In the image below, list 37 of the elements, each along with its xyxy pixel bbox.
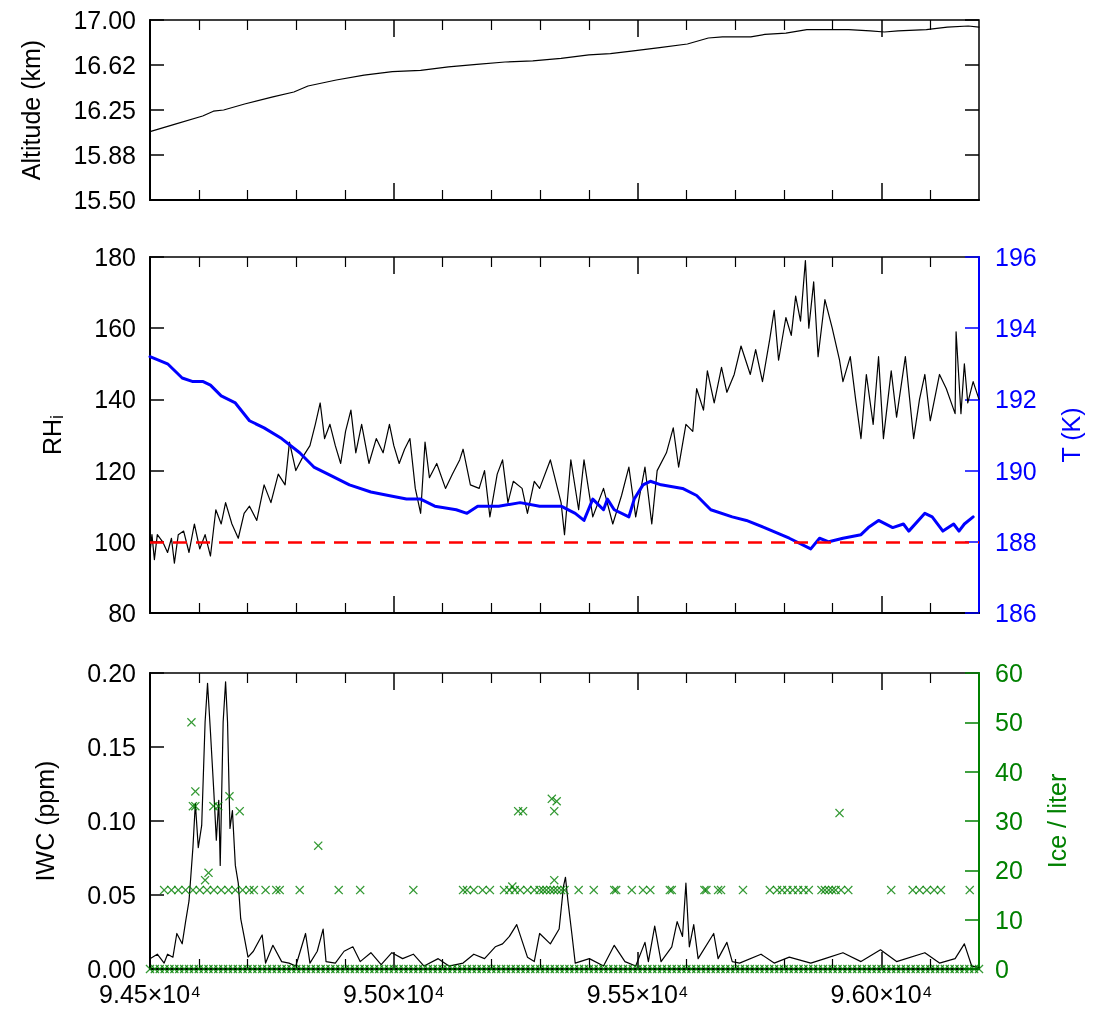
y-tick-label: 80 [108, 599, 136, 627]
y2-tick-label: 190 [995, 456, 1037, 485]
x-tick-label: 9.60×10⁴ [830, 979, 933, 1008]
y-tick-label: 0.05 [87, 881, 136, 909]
y2-tick-label: 196 [995, 243, 1037, 271]
x-tick-label: 9.55×10⁴ [586, 979, 689, 1008]
y2-tick-label: 192 [995, 385, 1037, 414]
y2-tick-label: 60 [995, 659, 1023, 687]
y2-tick-label: 0 [995, 955, 1009, 983]
y-tick-label: 16.25 [73, 96, 136, 124]
y2-tick-label: 30 [995, 807, 1023, 835]
y2-tick-label: 10 [995, 905, 1023, 934]
y-tick-label: 17.00 [73, 6, 136, 34]
y-axis-title: IWC (ppm) [30, 760, 59, 882]
y-tick-label: 15.88 [73, 141, 136, 169]
y2-tick-label: 20 [995, 856, 1023, 885]
y-tick-label: 0.15 [87, 733, 136, 761]
y-tick-label: 180 [94, 243, 136, 271]
y-tick-label: 15.50 [73, 186, 136, 214]
y2-tick-label: 188 [995, 527, 1037, 556]
y-tick-label: 0.20 [87, 659, 136, 687]
x-tick-label: 9.50×10⁴ [342, 979, 445, 1008]
y-axis-title: Altitude (km) [16, 39, 45, 181]
y-tick-label: 100 [94, 527, 136, 556]
y-tick-label: 160 [94, 314, 136, 343]
line-series [148, 355, 975, 551]
y2-axis-title: T (K) [1057, 407, 1086, 463]
y2-axis-title: Ice / liter [1043, 773, 1072, 869]
y-axis-title: RHᵢ [37, 414, 66, 456]
y-tick-label: 16.62 [73, 51, 136, 79]
y2-tick-label: 194 [995, 314, 1037, 343]
y2-tick-label: 50 [995, 708, 1023, 737]
y2-tick-label: 40 [995, 757, 1023, 786]
y-tick-label: 0.10 [87, 807, 136, 835]
y2-tick-label: 186 [995, 599, 1037, 627]
y-tick-label: 140 [94, 385, 136, 414]
y-tick-label: 120 [94, 456, 136, 485]
